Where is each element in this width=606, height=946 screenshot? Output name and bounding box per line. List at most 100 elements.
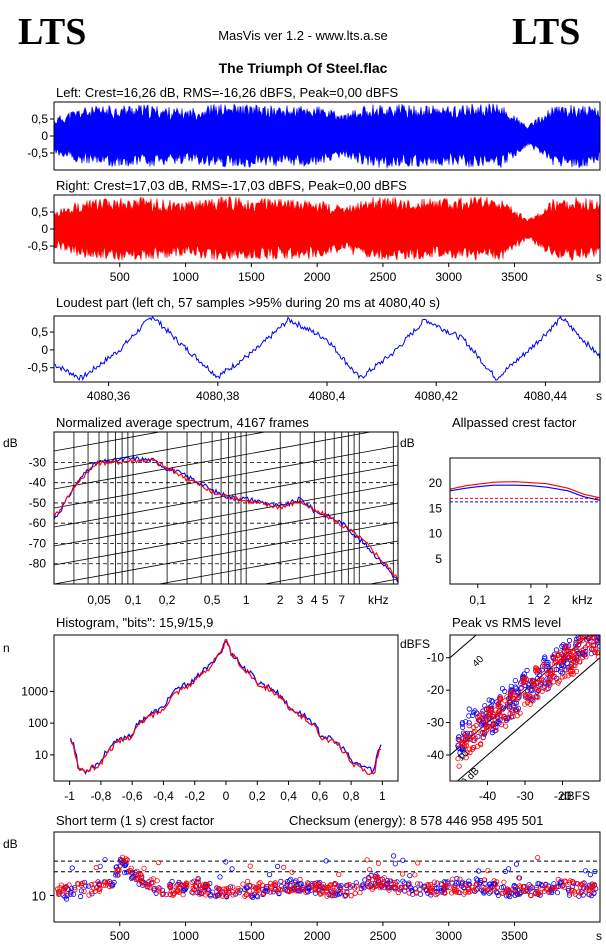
scatter-point — [482, 717, 488, 723]
crest-point — [111, 879, 117, 886]
x-tick-label: 4080,44 — [524, 389, 568, 403]
plot-frame — [449, 457, 601, 585]
x-tick-label: 0,1 — [469, 593, 486, 607]
crest-point — [275, 886, 282, 892]
scatter-point — [515, 695, 521, 701]
y-tick-label: -40 — [427, 748, 445, 762]
x-tick-label: 0,8 — [343, 789, 360, 803]
x-axis-label: s — [596, 270, 602, 284]
crest-point — [329, 893, 335, 899]
crest-point — [466, 878, 472, 884]
x-axis-label: s — [596, 929, 602, 943]
crest-point — [69, 865, 75, 871]
scatter-point — [588, 629, 592, 633]
x-tick-label: -0,8 — [91, 789, 112, 803]
plot-frame — [53, 634, 399, 782]
scatter-point — [514, 688, 520, 694]
crest-point — [471, 887, 477, 893]
x-tick-label: 0,05 — [87, 593, 111, 607]
x-tick-label: 1 — [379, 789, 386, 803]
scatter-point — [562, 673, 568, 679]
crest-point — [146, 881, 152, 888]
crest-point — [78, 888, 85, 894]
y-tick-label: 100 — [28, 716, 48, 730]
scatter-point — [561, 667, 568, 673]
crest-point — [505, 866, 512, 872]
crest-point — [89, 888, 95, 895]
crest-point — [566, 892, 573, 898]
crest-point — [527, 892, 534, 898]
crest-point — [484, 887, 490, 893]
x-tick-label: 0,2 — [249, 789, 266, 803]
scatter-point — [565, 673, 571, 679]
spectrum-chart: Normalized average spectrum, 4167 frames… — [3, 415, 399, 607]
crest-point — [365, 878, 371, 885]
x-tick-label: 1000 — [172, 929, 199, 943]
scatter-point — [579, 638, 585, 644]
x-tick-label: 4080,36 — [87, 389, 131, 403]
crest-point — [245, 878, 251, 885]
crest-point — [297, 876, 303, 883]
slope-line — [54, 464, 398, 528]
scatter-point — [538, 677, 545, 684]
spectrum-series-0 — [54, 455, 398, 583]
crest-point — [66, 882, 72, 888]
crest-point — [506, 887, 512, 893]
scatter-point — [564, 643, 570, 649]
crest-point — [124, 857, 130, 863]
crest-point — [385, 884, 391, 890]
scatter-point — [470, 712, 476, 719]
x-tick-label: -20 — [554, 789, 572, 803]
spectrum-grid — [54, 432, 398, 584]
scatter-point — [455, 756, 461, 762]
crest-point — [588, 884, 595, 891]
scatter-point — [564, 648, 570, 655]
scatter-point — [524, 667, 530, 674]
crest-point — [502, 868, 508, 875]
scatter-point — [590, 628, 594, 632]
scatter-point — [551, 660, 557, 666]
crest-point — [230, 889, 236, 895]
y-tick-label: -10 — [427, 651, 445, 665]
crest-point — [459, 879, 465, 885]
crest-point — [120, 857, 127, 863]
crest-point — [449, 876, 456, 882]
allpassed-title: Allpassed crest factor — [452, 415, 577, 430]
crest-point — [152, 885, 158, 892]
crest-point — [486, 881, 492, 887]
crest-point — [558, 878, 564, 884]
scatter-point — [567, 667, 574, 673]
scatter-point — [593, 622, 597, 626]
scatter-point — [548, 666, 554, 672]
scatter-point — [529, 677, 535, 683]
crest-point — [139, 878, 145, 884]
x-tick-label: 3000 — [435, 270, 462, 284]
scatter-point — [493, 727, 499, 733]
scatter-point — [459, 752, 465, 759]
crest-point — [195, 877, 201, 883]
scatter-point — [530, 680, 537, 687]
crest-point — [328, 881, 334, 888]
crest-point — [524, 886, 530, 893]
crest-point — [114, 867, 120, 873]
crest-point — [544, 887, 550, 893]
x-tick-label: 1500 — [238, 270, 265, 284]
crest-point — [256, 881, 262, 887]
crest-point — [132, 874, 138, 880]
crest-point — [128, 865, 134, 871]
crest-point — [55, 888, 62, 895]
scatter-point — [535, 694, 541, 701]
crest-point — [529, 884, 535, 891]
crest-point — [417, 881, 423, 887]
crest-point — [377, 885, 383, 891]
crest-point — [139, 880, 145, 886]
crest-point — [54, 886, 61, 892]
crest-point — [438, 881, 444, 887]
y-tick-label: -0,5 — [27, 361, 48, 375]
x-tick-label: 7 — [338, 593, 345, 607]
crest-point — [592, 868, 598, 875]
crest-point — [353, 880, 359, 886]
crest-point — [257, 879, 263, 886]
crest-point — [413, 889, 420, 895]
crest-point — [507, 893, 513, 900]
